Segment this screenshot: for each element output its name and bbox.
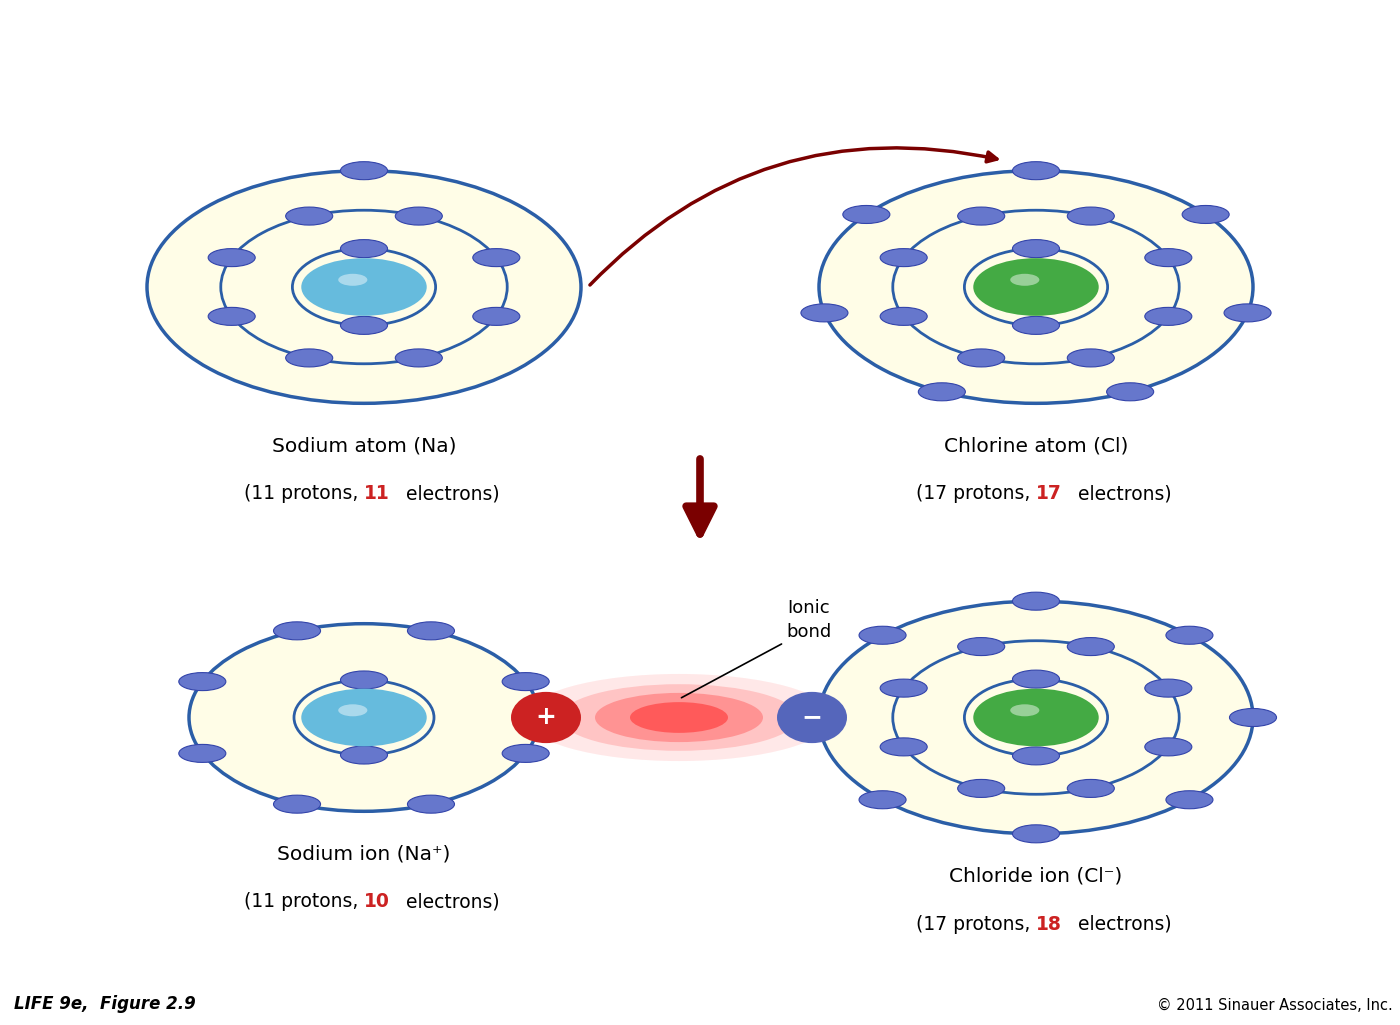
- Ellipse shape: [958, 638, 1005, 656]
- Text: Sodium atom (Na): Sodium atom (Na): [272, 436, 456, 455]
- Ellipse shape: [1012, 670, 1060, 688]
- Ellipse shape: [881, 249, 927, 266]
- Ellipse shape: [179, 744, 225, 763]
- Ellipse shape: [209, 308, 255, 325]
- Ellipse shape: [340, 317, 388, 334]
- Ellipse shape: [860, 790, 906, 809]
- Ellipse shape: [1011, 704, 1039, 716]
- Text: (17 protons,: (17 protons,: [916, 484, 1036, 503]
- Ellipse shape: [560, 685, 798, 750]
- Ellipse shape: [179, 672, 225, 691]
- Text: © 2011 Sinauer Associates, Inc.: © 2011 Sinauer Associates, Inc.: [1158, 997, 1393, 1013]
- Text: electrons): electrons): [1072, 484, 1172, 503]
- Ellipse shape: [1012, 240, 1060, 257]
- Ellipse shape: [973, 258, 1099, 316]
- Ellipse shape: [1012, 747, 1060, 765]
- Ellipse shape: [1012, 592, 1060, 610]
- Text: Chloride ion (Cl⁻): Chloride ion (Cl⁻): [949, 866, 1123, 886]
- Ellipse shape: [1067, 207, 1114, 226]
- Ellipse shape: [918, 382, 966, 401]
- Text: (11 protons,: (11 protons,: [244, 893, 364, 911]
- Ellipse shape: [1182, 205, 1229, 223]
- Ellipse shape: [189, 623, 539, 812]
- FancyArrowPatch shape: [589, 148, 997, 285]
- Text: 18: 18: [1036, 914, 1061, 934]
- Ellipse shape: [340, 746, 388, 764]
- Ellipse shape: [819, 602, 1253, 833]
- Text: electrons): electrons): [400, 484, 500, 503]
- Ellipse shape: [340, 671, 388, 689]
- Ellipse shape: [1145, 680, 1191, 697]
- Ellipse shape: [407, 795, 455, 813]
- Ellipse shape: [407, 622, 455, 640]
- Ellipse shape: [525, 674, 833, 761]
- Ellipse shape: [1012, 162, 1060, 179]
- Ellipse shape: [1011, 274, 1039, 286]
- Ellipse shape: [1012, 825, 1060, 843]
- Ellipse shape: [340, 162, 388, 179]
- Ellipse shape: [1166, 626, 1212, 645]
- Ellipse shape: [273, 622, 321, 640]
- Text: (11 protons,: (11 protons,: [244, 484, 364, 503]
- Ellipse shape: [958, 207, 1005, 226]
- Ellipse shape: [1166, 790, 1212, 809]
- Text: 17: 17: [1036, 484, 1061, 503]
- Ellipse shape: [1012, 317, 1060, 334]
- Ellipse shape: [503, 744, 549, 763]
- Ellipse shape: [1145, 308, 1191, 325]
- Text: 10: 10: [364, 893, 389, 911]
- FancyArrowPatch shape: [686, 459, 714, 534]
- Ellipse shape: [511, 692, 581, 743]
- Ellipse shape: [1067, 638, 1114, 656]
- Text: electrons): electrons): [400, 893, 500, 911]
- Ellipse shape: [301, 689, 427, 746]
- Ellipse shape: [1067, 779, 1114, 797]
- Ellipse shape: [777, 692, 847, 743]
- Text: (17 protons,: (17 protons,: [916, 914, 1036, 934]
- Ellipse shape: [630, 702, 728, 733]
- Text: Ionic
bond: Ionic bond: [787, 600, 832, 641]
- Text: electrons): electrons): [1072, 914, 1172, 934]
- Ellipse shape: [339, 704, 367, 716]
- Ellipse shape: [209, 249, 255, 266]
- Ellipse shape: [339, 274, 367, 286]
- Ellipse shape: [286, 348, 333, 367]
- Ellipse shape: [860, 626, 906, 645]
- Ellipse shape: [395, 348, 442, 367]
- Ellipse shape: [801, 303, 848, 322]
- Ellipse shape: [503, 672, 549, 691]
- Ellipse shape: [881, 308, 927, 325]
- Ellipse shape: [301, 258, 427, 316]
- Text: 11: 11: [364, 484, 389, 503]
- Ellipse shape: [273, 795, 321, 813]
- Ellipse shape: [819, 171, 1253, 403]
- Ellipse shape: [1106, 382, 1154, 401]
- Ellipse shape: [1145, 249, 1191, 266]
- Ellipse shape: [473, 249, 519, 266]
- Text: +: +: [536, 705, 556, 730]
- Ellipse shape: [881, 738, 927, 755]
- Ellipse shape: [147, 171, 581, 403]
- Ellipse shape: [795, 708, 843, 727]
- Ellipse shape: [473, 308, 519, 325]
- Text: −: −: [801, 705, 823, 730]
- Ellipse shape: [958, 348, 1005, 367]
- Ellipse shape: [1145, 738, 1191, 755]
- Ellipse shape: [1229, 708, 1277, 727]
- Ellipse shape: [843, 205, 890, 223]
- Ellipse shape: [1067, 348, 1114, 367]
- Ellipse shape: [595, 693, 763, 742]
- Ellipse shape: [1224, 303, 1271, 322]
- Ellipse shape: [340, 240, 388, 257]
- Text: Chlorine atom (Cl): Chlorine atom (Cl): [944, 436, 1128, 455]
- Ellipse shape: [958, 779, 1005, 797]
- Ellipse shape: [881, 680, 927, 697]
- Ellipse shape: [395, 207, 442, 226]
- Ellipse shape: [286, 207, 333, 226]
- Ellipse shape: [973, 689, 1099, 746]
- Text: LIFE 9e,  Figure 2.9: LIFE 9e, Figure 2.9: [14, 994, 196, 1013]
- Text: Sodium ion (Na⁺): Sodium ion (Na⁺): [277, 845, 451, 863]
